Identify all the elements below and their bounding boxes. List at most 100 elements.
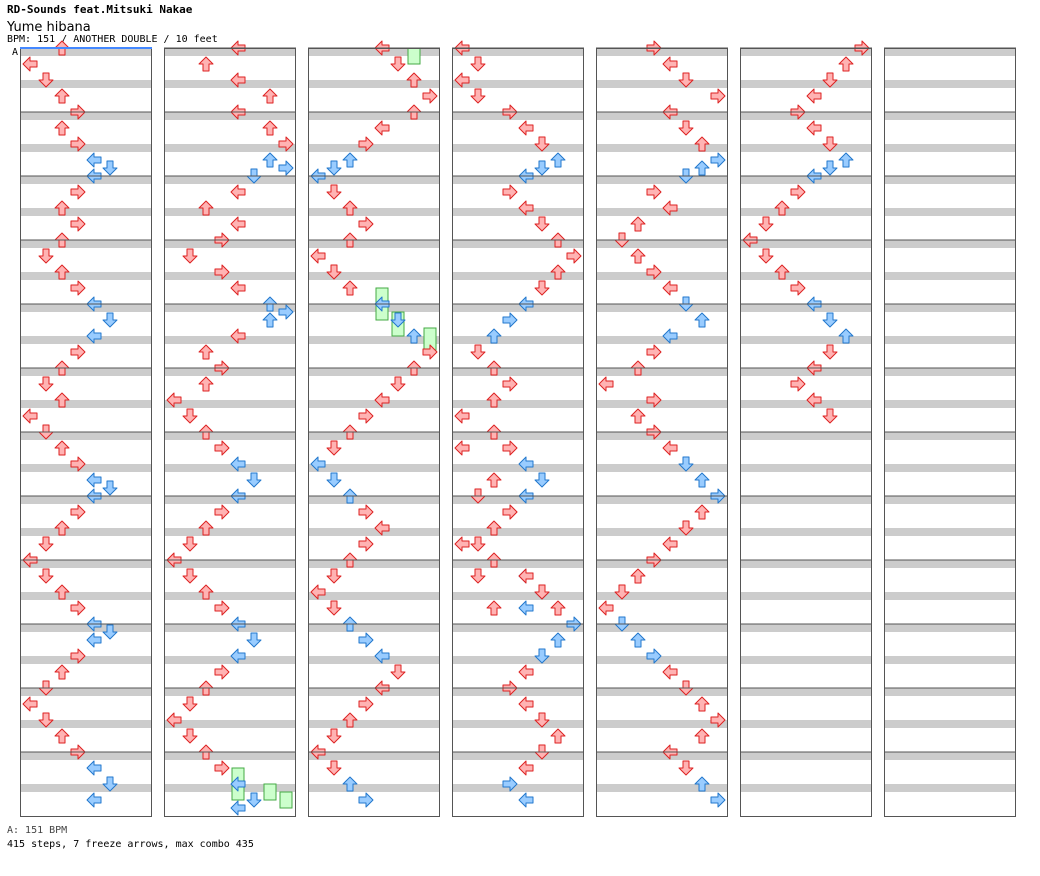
beat-band: [20, 272, 152, 280]
step-arrow-P1-up: [54, 520, 70, 536]
step-arrow-shape: [502, 376, 518, 392]
step-arrow-P2-up: [406, 328, 422, 344]
beat-band: [308, 48, 440, 56]
beat-band: [884, 368, 1016, 376]
step-arrow-P2-right: [278, 136, 294, 152]
step-arrow-shape: [326, 472, 342, 488]
beat-band: [164, 272, 296, 280]
beat-band: [884, 272, 1016, 280]
step-arrow-shape: [390, 312, 406, 328]
beat-band: [884, 560, 1016, 568]
beat-band: [20, 720, 152, 728]
step-arrow-shape: [182, 728, 198, 744]
beat-band: [20, 576, 152, 584]
beat-band: [740, 384, 872, 392]
beat-band: [884, 320, 1016, 328]
beat-band: [308, 544, 440, 552]
beat-band: [164, 448, 296, 456]
step-arrow-P1-right: [502, 312, 518, 328]
step-arrow-shape: [662, 440, 678, 456]
step-arrow-P1-up: [342, 280, 358, 296]
step-arrow-shape: [502, 504, 518, 520]
step-arrow-shape: [102, 160, 118, 176]
step-arrow-P2-down: [246, 472, 262, 488]
beat-band: [20, 416, 152, 424]
step-arrow-P1-up: [486, 520, 502, 536]
step-arrow-P2-up: [550, 632, 566, 648]
step-arrow-P2-left: [662, 440, 678, 456]
beat-band: [884, 256, 1016, 264]
step-arrow-P2-up: [262, 312, 278, 328]
beat-band: [164, 704, 296, 712]
beat-band: [20, 336, 152, 344]
beat-band: [452, 512, 584, 520]
beat-band: [164, 64, 296, 72]
beat-band: [20, 384, 152, 392]
step-arrow-shape: [470, 88, 486, 104]
beat-band: [452, 320, 584, 328]
beat-band: [884, 288, 1016, 296]
step-arrow-P2-left: [374, 648, 390, 664]
beat-band: [452, 640, 584, 648]
step-arrow-shape: [38, 536, 54, 552]
step-arrow-P2-down: [246, 792, 262, 808]
step-arrow-P1-right: [214, 440, 230, 456]
step-arrow-shape: [518, 568, 534, 584]
beat-band: [596, 704, 728, 712]
beat-band: [596, 464, 728, 472]
step-arrow-shape: [470, 344, 486, 360]
step-arrow-shape: [102, 624, 118, 640]
beat-band: [596, 784, 728, 792]
beat-band: [884, 480, 1016, 488]
beat-band: [452, 544, 584, 552]
beat-band: [452, 592, 584, 600]
beat-band: [596, 304, 728, 312]
footer-stats-line: 415 steps, 7 freeze arrows, max combo 43…: [7, 839, 254, 850]
beat-band: [452, 288, 584, 296]
step-arrow-P2-left: [662, 536, 678, 552]
beat-band: [740, 464, 872, 472]
step-arrow-shape: [326, 440, 342, 456]
step-arrow-shape: [86, 152, 102, 168]
step-arrow-shape: [54, 264, 70, 280]
step-arrow-P2-right: [710, 88, 726, 104]
chart-meta-line: BPM: 151 / ANOTHER DOUBLE / 10 feet: [7, 34, 218, 45]
step-arrow-P2-down: [822, 72, 838, 88]
step-arrow-P2-up: [550, 728, 566, 744]
beat-band: [884, 400, 1016, 408]
beat-band: [740, 224, 872, 232]
beat-band: [884, 688, 1016, 696]
beat-band: [308, 800, 440, 808]
beat-band: [452, 704, 584, 712]
beat-band: [20, 656, 152, 664]
beat-band: [20, 128, 152, 136]
beat-band: [452, 400, 584, 408]
step-arrow-P1-down: [182, 728, 198, 744]
step-arrow-shape: [310, 456, 326, 472]
beat-band: [164, 384, 296, 392]
step-arrow-P2-left: [518, 664, 534, 680]
step-arrow-P1-right: [646, 184, 662, 200]
step-arrow-P2-left: [518, 456, 534, 472]
step-arrow-shape: [230, 800, 246, 816]
beat-band: [452, 736, 584, 744]
step-arrow-P2-right: [710, 712, 726, 728]
step-arrow-P1-down: [182, 696, 198, 712]
step-arrow-P1-right: [790, 376, 806, 392]
step-arrow-shape: [454, 72, 470, 88]
beat-band: [308, 336, 440, 344]
step-arrow-P1-left: [598, 376, 614, 392]
step-arrow-shape: [70, 504, 86, 520]
step-arrow-P2-right: [278, 304, 294, 320]
step-arrow-P1-up: [54, 88, 70, 104]
beat-band: [308, 144, 440, 152]
step-arrow-shape: [566, 248, 582, 264]
beat-band: [596, 160, 728, 168]
step-arrow-shape: [646, 264, 662, 280]
step-arrow-P2-left: [662, 56, 678, 72]
beat-band: [164, 768, 296, 776]
step-arrow-shape: [278, 136, 294, 152]
beat-band: [740, 624, 872, 632]
step-arrow-shape: [518, 456, 534, 472]
beat-band: [884, 656, 1016, 664]
